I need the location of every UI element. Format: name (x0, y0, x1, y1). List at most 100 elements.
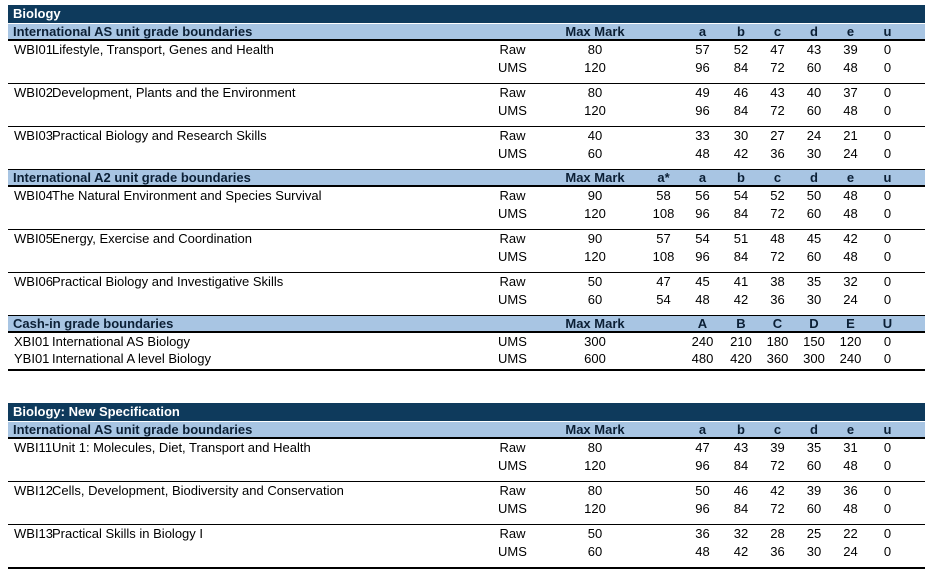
grade-value: 96 (695, 458, 710, 473)
grade-value (645, 457, 682, 475)
grade-value: 84 (733, 249, 749, 264)
grade-value: 36 (695, 526, 710, 541)
grade-value: 72 (770, 501, 785, 516)
unit-row: UMS 60 48 42 36 30 24 0 (8, 543, 925, 561)
grade-letter-header: c (773, 170, 782, 185)
unit-title (52, 205, 480, 223)
row-spacer (906, 543, 925, 561)
grade-value: 0 (883, 146, 892, 161)
grade-value: 72 (770, 206, 785, 221)
unit-row: UMS 120 96 84 72 60 48 0 (8, 102, 925, 120)
header-spacer (906, 422, 925, 437)
section-heading: International AS unit grade boundaries (13, 422, 253, 437)
grade-value: 42 (843, 231, 858, 246)
grade-value: 47 (656, 274, 671, 289)
grade-value: 57 (656, 231, 671, 246)
unit-row: YBI01 International A level Biology UMS 600… (8, 350, 925, 367)
unit-row: UMS 120 96 84 72 60 48 0 (8, 500, 925, 518)
unit-title: Practical Biology and Investigative Skil… (52, 274, 284, 289)
unit-title: International AS Biology (52, 334, 191, 349)
grade-value: 0 (883, 128, 892, 143)
header-spacer (906, 24, 925, 39)
mark-type: Raw (499, 188, 526, 203)
unit-block: WBI05 Energy, Exercise and Coordination Ra… (8, 230, 925, 273)
grade-value: 0 (883, 292, 892, 307)
row-spacer (906, 273, 925, 291)
grade-value: 0 (883, 206, 892, 221)
unit-code: WBI06 (14, 274, 54, 289)
unit-title (52, 248, 480, 266)
row-spacer (906, 84, 925, 102)
grade-value: 48 (770, 231, 785, 246)
grade-letter-header: u (883, 170, 892, 185)
grade-value: 60 (806, 103, 822, 118)
grade-value: 0 (883, 188, 892, 203)
grade-value: 30 (733, 128, 749, 143)
max-mark-header: Max Mark (565, 316, 625, 331)
unit-title (52, 145, 480, 163)
row-spacer (906, 500, 925, 518)
grade-value (645, 59, 682, 77)
max-mark-value: 120 (584, 501, 606, 516)
grade-letter-header: c (773, 422, 782, 437)
mark-type: Raw (499, 274, 526, 289)
row-spacer (906, 439, 925, 457)
grade-value: 72 (770, 103, 785, 118)
unit-block: WBI12 Cells, Development, Biodiversity an… (8, 482, 925, 525)
grade-letter-header: C (772, 316, 783, 331)
grade-value: 0 (883, 42, 892, 57)
grade-letter-header: U (882, 316, 893, 331)
grade-value: 46 (733, 85, 749, 100)
grade-value: 56 (695, 188, 710, 203)
mark-type: UMS (498, 334, 527, 349)
unit-row: UMS 120 96 84 72 60 48 0 (8, 457, 925, 475)
grade-value: 24 (843, 146, 858, 161)
mark-type: Raw (499, 85, 526, 100)
unit-code: XBI01 (14, 334, 50, 349)
grade-value: 0 (883, 526, 892, 541)
grade-letter-header (645, 422, 682, 437)
unit-row: UMS 120 96 84 72 60 48 0 (8, 59, 925, 77)
table-title: Biology: New Specification (13, 404, 180, 419)
unit-row: WBI01 Lifestyle, Transport, Genes and Hea… (8, 41, 925, 59)
mark-type: UMS (498, 501, 527, 516)
grade-value: 96 (695, 103, 710, 118)
grade-value (645, 439, 682, 457)
grade-value (645, 350, 682, 367)
unit-row: WBI13 Practical Skills in Biology I Raw 50 3… (8, 525, 925, 543)
mark-type: UMS (498, 103, 527, 118)
grade-value: 43 (770, 85, 785, 100)
header-spacer (906, 316, 925, 331)
grade-letter-header: e (846, 422, 855, 437)
grade-value: 39 (806, 483, 822, 498)
grade-value: 0 (883, 458, 892, 473)
grade-value: 360 (766, 351, 789, 366)
unit-row: UMS 120 108 96 84 72 60 48 0 (8, 205, 925, 223)
table-title-bar: Biology (8, 5, 925, 23)
grade-value: 96 (695, 501, 710, 516)
grade-value: 45 (806, 231, 822, 246)
grade-letter-header: c (773, 24, 782, 39)
mark-type: UMS (498, 60, 527, 75)
grade-value: 48 (695, 146, 710, 161)
grade-value: 0 (883, 501, 892, 516)
grade-value: 32 (843, 274, 858, 289)
grade-section: International AS unit grade boundaries Ma… (8, 24, 925, 170)
grade-value: 84 (733, 458, 749, 473)
unit-block: WBI11 Unit 1: Molecules, Diet, Transport … (8, 439, 925, 482)
grade-value: 84 (733, 206, 749, 221)
max-mark-header: Max Mark (565, 422, 625, 437)
grade-letter-header: b (737, 170, 745, 185)
max-mark-value: 80 (587, 483, 603, 498)
max-mark-value: 120 (584, 103, 606, 118)
grade-value: 37 (843, 85, 858, 100)
row-spacer (906, 41, 925, 59)
grade-value (645, 333, 682, 350)
unit-row: WBI02 Development, Plants and the Environ… (8, 84, 925, 102)
grade-value: 38 (770, 274, 785, 289)
grade-value: 54 (733, 188, 749, 203)
grade-value: 21 (843, 128, 858, 143)
mark-type: Raw (499, 231, 526, 246)
mark-type: UMS (498, 249, 527, 264)
